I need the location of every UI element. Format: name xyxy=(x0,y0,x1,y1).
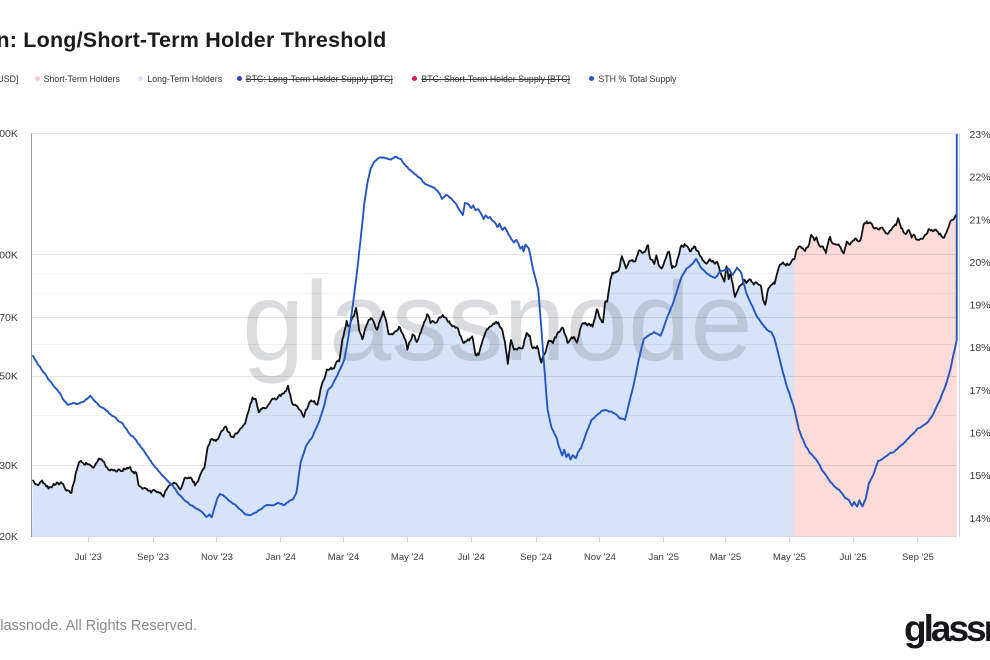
svg-text:$30K: $30K xyxy=(0,460,18,472)
svg-text:Nov '23: Nov '23 xyxy=(201,552,233,563)
svg-text:Sep '25: Sep '25 xyxy=(902,552,934,563)
svg-text:17%: 17% xyxy=(970,385,990,397)
svg-text:Mar '25: Mar '25 xyxy=(710,552,741,563)
svg-text:23%: 23% xyxy=(970,129,990,141)
svg-text:Sep '23: Sep '23 xyxy=(137,552,169,563)
svg-text:Jul '24: Jul '24 xyxy=(458,552,485,563)
svg-text:Mar '24: Mar '24 xyxy=(328,552,359,563)
svg-text:glassnode: glassnode xyxy=(242,259,753,384)
svg-text:$200K: $200K xyxy=(0,128,18,140)
svg-text:Jan '25: Jan '25 xyxy=(649,552,679,563)
svg-text:Jul '25: Jul '25 xyxy=(840,552,867,563)
svg-text:May '25: May '25 xyxy=(773,552,806,563)
svg-text:14%: 14% xyxy=(970,513,990,525)
svg-text:Jan '24: Jan '24 xyxy=(266,552,296,563)
svg-text:$100K: $100K xyxy=(0,249,18,261)
svg-text:$70K: $70K xyxy=(0,312,18,324)
svg-text:16%: 16% xyxy=(970,428,990,440)
svg-text:22%: 22% xyxy=(970,172,990,184)
svg-text:15%: 15% xyxy=(970,470,990,482)
svg-text:$20K: $20K xyxy=(0,531,18,543)
svg-text:21%: 21% xyxy=(970,214,990,226)
svg-text:$50K: $50K xyxy=(0,371,18,383)
svg-text:Sep '24: Sep '24 xyxy=(520,552,552,563)
svg-text:18%: 18% xyxy=(970,342,990,354)
svg-text:Jul '23: Jul '23 xyxy=(75,552,102,563)
svg-text:19%: 19% xyxy=(970,300,990,312)
svg-text:May '24: May '24 xyxy=(391,552,424,563)
svg-text:Nov '24: Nov '24 xyxy=(584,552,616,563)
svg-text:20%: 20% xyxy=(970,257,990,269)
